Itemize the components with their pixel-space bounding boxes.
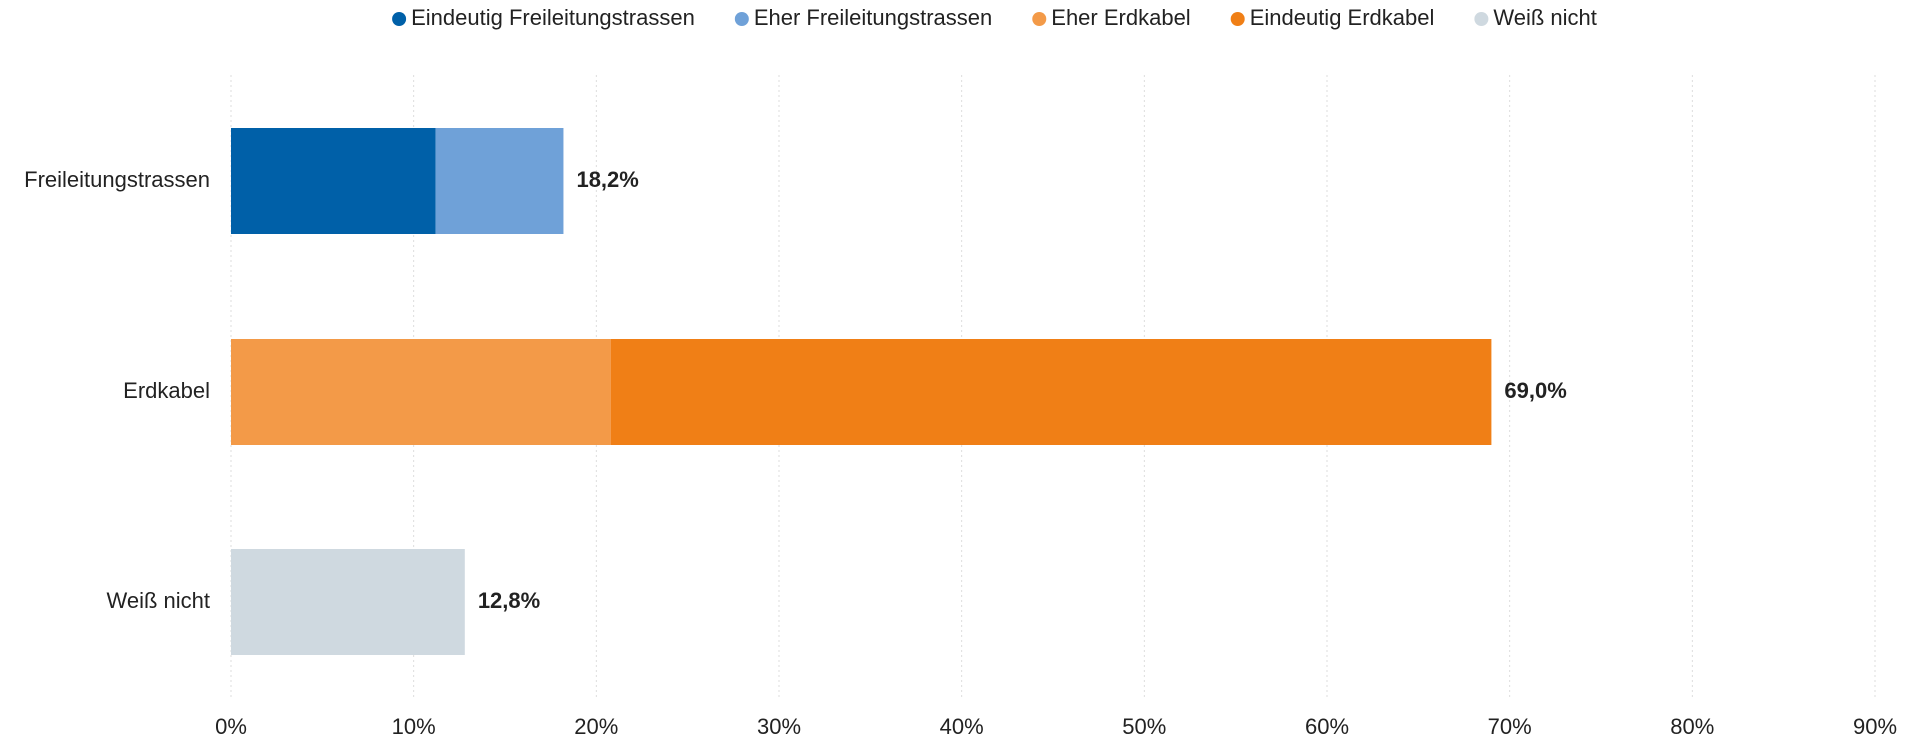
legend-marker <box>392 12 407 26</box>
x-tick-label: 30% <box>757 714 801 739</box>
legend-marker <box>1474 12 1489 26</box>
x-tick-label: 20% <box>574 714 618 739</box>
y-tick-label: Erdkabel <box>123 378 210 403</box>
x-tick-label: 60% <box>1305 714 1349 739</box>
x-tick-label: 80% <box>1670 714 1714 739</box>
x-tick-label: 70% <box>1488 714 1532 739</box>
x-tick-label: 40% <box>940 714 984 739</box>
bar-segment <box>435 128 564 234</box>
legend-marker <box>1230 12 1245 26</box>
total-label: 69,0% <box>1504 378 1566 403</box>
legend-marker <box>1032 12 1047 26</box>
x-tick-label: 0% <box>215 714 247 739</box>
x-tick-label: 90% <box>1853 714 1897 739</box>
x-tick-label: 50% <box>1122 714 1166 739</box>
total-label: 18,2% <box>576 167 638 192</box>
bar-segment <box>231 339 611 445</box>
y-tick-label: Freileitungstrassen <box>24 167 210 192</box>
legend-label: Weiß nicht <box>1493 5 1597 30</box>
x-tick-label: 10% <box>392 714 436 739</box>
legend: Eindeutig Freileitungstrassen Eher Freile… <box>392 5 1597 30</box>
bar-segment <box>610 339 1492 445</box>
total-label: 12,8% <box>478 588 540 613</box>
legend-marker <box>734 12 749 26</box>
legend-label: Eher Erdkabel <box>1051 5 1190 30</box>
legend-label: Eindeutig Erdkabel <box>1250 5 1435 30</box>
legend-label: Eher Freileitungstrassen <box>754 5 992 30</box>
y-tick-label: Weiß nicht <box>106 588 210 613</box>
bar-segment <box>231 549 465 655</box>
legend-label: Eindeutig Freileitungstrassen <box>411 5 695 30</box>
bar-segment <box>231 128 436 234</box>
